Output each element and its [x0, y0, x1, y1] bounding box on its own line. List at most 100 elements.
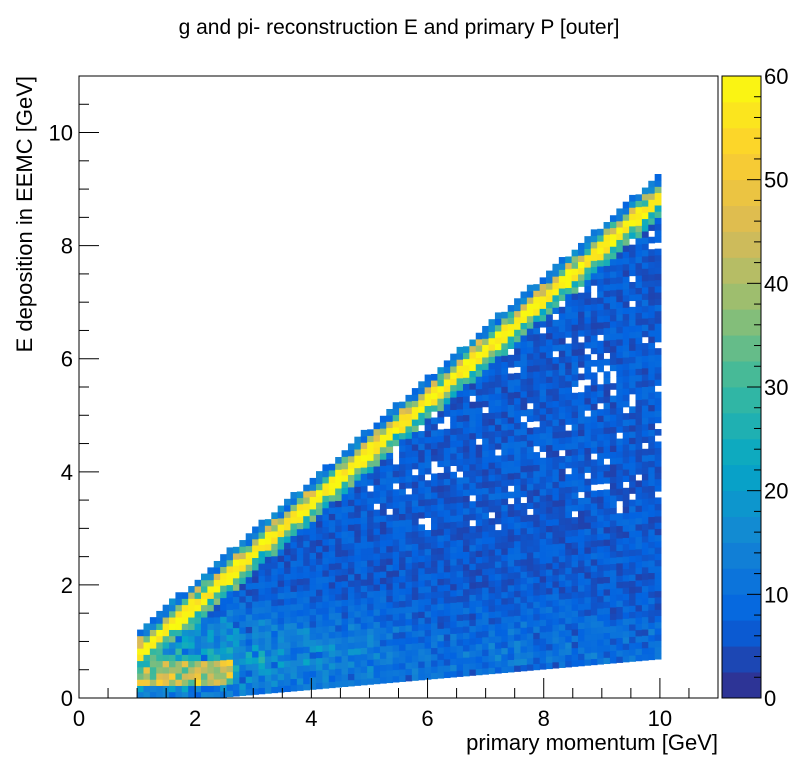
- heatmap-cell: [341, 537, 349, 544]
- heatmap-cell: [552, 512, 560, 520]
- heatmap-cell: [552, 500, 560, 507]
- heatmap-cell: [469, 569, 477, 577]
- heatmap-cell: [533, 508, 541, 515]
- heatmap-cell: [386, 589, 394, 596]
- heatmap-cell: [552, 649, 560, 657]
- heatmap-cell: [533, 551, 541, 559]
- heatmap-cell: [271, 649, 279, 656]
- heatmap-cell: [622, 207, 630, 215]
- heatmap-cell: [552, 549, 560, 557]
- heatmap-cell: [341, 624, 349, 632]
- heatmap-cell: [520, 384, 528, 392]
- heatmap-cell: [641, 616, 649, 624]
- heatmap-cell: [392, 514, 400, 521]
- heatmap-cell: [520, 422, 528, 429]
- heatmap-cell: [392, 427, 400, 434]
- heatmap-cell: [571, 411, 579, 419]
- heatmap-cell: [386, 527, 394, 534]
- heatmap-cell: [571, 529, 579, 537]
- heatmap-cell: [501, 380, 509, 387]
- heatmap-cell: [316, 595, 323, 603]
- heatmap-cell: [571, 268, 579, 275]
- heatmap-cell: [456, 533, 464, 541]
- heatmap-cell: [360, 566, 368, 574]
- heatmap-cell: [641, 324, 649, 332]
- heatmap-cell: [405, 469, 413, 477]
- heatmap-cell: [411, 618, 419, 625]
- heatmap-cell: [411, 624, 419, 632]
- heatmap-cell: [635, 293, 643, 301]
- heatmap-cell: [347, 574, 355, 581]
- heatmap-cell: [328, 619, 336, 626]
- heatmap-cell: [322, 551, 330, 559]
- heatmap-cell: [539, 345, 547, 353]
- heatmap-cell: [360, 653, 368, 661]
- heatmap-cell: [584, 528, 592, 536]
- heatmap-cell: [507, 584, 515, 592]
- heatmap-cell: [277, 586, 285, 594]
- heatmap-cell: [245, 682, 253, 690]
- heatmap-cell: [341, 562, 349, 569]
- heatmap-cell: [635, 287, 643, 295]
- heatmap-cell: [635, 349, 643, 357]
- heatmap-cell: [616, 531, 624, 539]
- heatmap-cell: [558, 524, 566, 532]
- heatmap-cell: [309, 608, 317, 616]
- heatmap-cell: [149, 629, 157, 637]
- heatmap-cell: [565, 455, 573, 463]
- heatmap-cell: [213, 585, 221, 593]
- heatmap-cell: [367, 659, 374, 667]
- heatmap-cell: [277, 555, 285, 562]
- heatmap-cell: [603, 389, 611, 397]
- heatmap-cell: [597, 608, 604, 615]
- heatmap-cell: [546, 307, 553, 315]
- heatmap-cell: [373, 459, 381, 467]
- heatmap-cell: [450, 571, 457, 578]
- heatmap-cell: [175, 598, 183, 606]
- heatmap-cell: [456, 496, 464, 503]
- heatmap-cell: [590, 503, 598, 510]
- heatmap-cell: [546, 656, 553, 663]
- heatmap-cell: [450, 403, 457, 411]
- heatmap-cell: [399, 463, 406, 471]
- heatmap-cell: [571, 579, 579, 586]
- heatmap-cell: [462, 371, 470, 378]
- heatmap-cell: [654, 553, 662, 561]
- heatmap-cell: [335, 631, 342, 638]
- heatmap-cell: [578, 578, 585, 586]
- heatmap-cell: [539, 607, 547, 614]
- heatmap-cell: [539, 408, 547, 415]
- heatmap-cell: [443, 484, 451, 492]
- heatmap-cell: [392, 570, 400, 577]
- heatmap-cell: [629, 555, 636, 563]
- heatmap-cell: [539, 575, 547, 583]
- heatmap-cell: [552, 326, 560, 333]
- heatmap-cell: [558, 630, 566, 637]
- heatmap-cell: [546, 556, 553, 564]
- heatmap-cell: [469, 582, 477, 589]
- heatmap-cell: [648, 354, 656, 362]
- y-tick-label: 0: [61, 686, 73, 711]
- heatmap-cell: [450, 534, 457, 541]
- heatmap-cell: [571, 616, 579, 624]
- heatmap-cell: [456, 384, 464, 391]
- heatmap-cell: [641, 529, 649, 537]
- heatmap-cell: [431, 392, 438, 400]
- heatmap-cell: [558, 580, 566, 588]
- heatmap-cell: [539, 625, 547, 633]
- heatmap-cell: [303, 590, 311, 598]
- heatmap-cell: [622, 444, 630, 451]
- heatmap-cell: [354, 617, 362, 624]
- heatmap-cell: [443, 596, 451, 604]
- heatmap-cell: [629, 418, 636, 426]
- heatmap-cell: [316, 471, 323, 478]
- heatmap-cell: [309, 683, 317, 690]
- heatmap-cell: [424, 492, 432, 500]
- heatmap-cell: [552, 456, 560, 464]
- heatmap-cell: [443, 640, 451, 647]
- heatmap-cell: [462, 364, 470, 372]
- heatmap-cell: [475, 357, 483, 365]
- x-axis: 0 2 4 6 8 10: [73, 678, 719, 731]
- heatmap-cell: [635, 380, 643, 388]
- heatmap-cell: [629, 375, 636, 382]
